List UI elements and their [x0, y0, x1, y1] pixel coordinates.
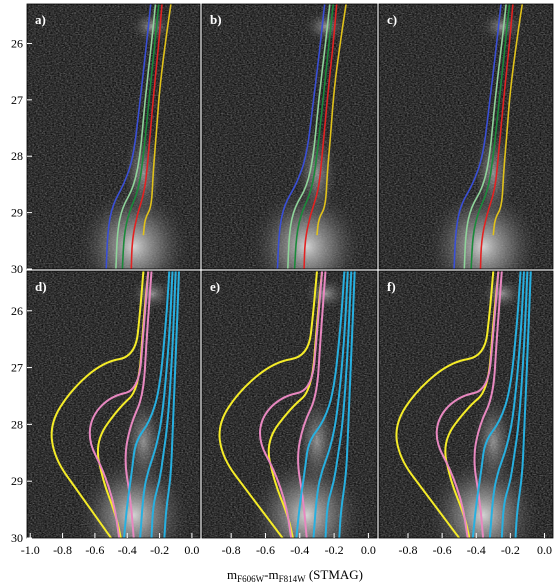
- x-tick-label: -0.4: [118, 543, 137, 557]
- x-tick-label: -0.8: [222, 543, 241, 557]
- isochrone-yellow-0: [395, 271, 495, 538]
- panel-frame: [26, 3, 201, 270]
- panels-group: a) b) c) d) e) f): [26, 3, 554, 539]
- x-title-unit: (STMAG): [306, 567, 363, 582]
- panel-frame: [201, 3, 378, 270]
- y-tick-label: 28: [11, 149, 23, 163]
- x-title-main: m: [227, 567, 237, 582]
- isochrone-gold-4: [492, 4, 524, 236]
- x-tick-label: -0.8: [399, 543, 418, 557]
- y-tick-label: 28: [11, 417, 23, 431]
- isochrone-blue-0: [453, 4, 502, 269]
- isochrone-red-3: [130, 4, 163, 269]
- y-tick-label: 30: [11, 531, 23, 545]
- isochrone-light_green-1: [115, 4, 157, 269]
- panel-frame: [26, 270, 201, 539]
- x-tick-label: -0.8: [53, 543, 72, 557]
- isochrone-cyan-4: [295, 271, 346, 538]
- x-tick-label: -0.2: [501, 543, 520, 557]
- isochrone-blue-0: [276, 4, 326, 269]
- isochrone-yellow-0: [50, 271, 145, 538]
- red-clump-density: [130, 10, 173, 43]
- x-tick-label: 0.0: [537, 543, 552, 557]
- panel-label: f): [387, 279, 396, 294]
- x-tick-label: -0.4: [290, 543, 309, 557]
- x-tick-label: 0.0: [361, 543, 376, 557]
- turnoff-density: [295, 125, 338, 221]
- isochrone-red-3: [479, 4, 514, 269]
- isochrone-light_green-1: [463, 4, 507, 269]
- isochrone-pink-2: [88, 271, 150, 538]
- y-tick-label: 26: [11, 304, 23, 318]
- isochrone-dark_green-2: [470, 4, 511, 269]
- isochrone-dark_green-2: [293, 4, 335, 269]
- isochrone-blue-0: [105, 4, 152, 269]
- isochrone-cyan-6: [500, 271, 529, 538]
- y-tick-label: 27: [11, 361, 23, 375]
- y-tick-label: 29: [11, 474, 23, 488]
- y-tick-label: 26: [11, 36, 23, 50]
- x-tick-label: -0.6: [85, 543, 104, 557]
- x-title-sub1: F606W: [237, 574, 265, 584]
- isochrone-dark_green-2: [121, 4, 160, 269]
- isochrone-cyan-5: [312, 271, 349, 538]
- panel-a: a): [26, 3, 201, 270]
- panel-d: d): [26, 270, 201, 539]
- isochrone-red-3: [303, 4, 338, 269]
- x-tick-label: 0.0: [184, 543, 199, 557]
- isochrone-pink-2: [435, 271, 500, 538]
- isochrone-pink-3: [473, 271, 503, 538]
- y-tick-label: 29: [11, 206, 23, 220]
- isochrone-pink-3: [297, 271, 327, 538]
- panel-c: c): [378, 3, 554, 270]
- panel-frame: [378, 3, 554, 270]
- isochrone-cyan-5: [139, 271, 174, 538]
- x-tick-label: -0.2: [150, 543, 169, 557]
- panel-b: b): [201, 3, 378, 270]
- isochrone-yellow-0: [218, 271, 318, 538]
- panel-frame: [378, 270, 554, 539]
- isochrone-gold-4: [316, 4, 347, 236]
- panel-f: f): [378, 270, 554, 539]
- isochrone-pink-2: [259, 271, 324, 538]
- x-tick-label: -0.4: [467, 543, 486, 557]
- isochrone-cyan-4: [471, 271, 522, 538]
- turnoff-density: [472, 125, 515, 221]
- y-tick-label: 27: [11, 93, 23, 107]
- x-title-sub2: F814W: [279, 574, 307, 584]
- isochrone-gold-4: [142, 4, 172, 236]
- x-tick-label: -0.2: [325, 543, 344, 557]
- x-tick-label: -0.6: [256, 543, 275, 557]
- turnoff-density: [122, 125, 165, 221]
- y-tick-label: 30: [11, 262, 23, 276]
- panel-e: e): [201, 270, 378, 539]
- panel-label: c): [387, 12, 397, 27]
- x-title-mid: -m: [264, 567, 278, 582]
- isochrone-pink-3: [124, 271, 153, 538]
- isochrone-light_green-1: [287, 4, 331, 269]
- panel-label: b): [210, 12, 222, 27]
- panel-label: d): [35, 279, 47, 294]
- panel-frame: [201, 270, 378, 539]
- isochrone-cyan-7: [163, 271, 180, 538]
- isochrone-cyan-4: [123, 271, 171, 538]
- x-tick-label: -1.0: [21, 543, 40, 557]
- x-axis-title: mF606W-mF814W (STMAG): [227, 567, 363, 584]
- isochrone-cyan-6: [324, 271, 353, 538]
- isochrone-cyan-5: [488, 271, 525, 538]
- isochrone-cyan-6: [150, 271, 177, 538]
- panel-label: a): [35, 12, 46, 27]
- panel-label: e): [210, 279, 220, 294]
- isochrone-cyan-7: [514, 271, 532, 538]
- x-tick-label: -0.6: [433, 543, 452, 557]
- isochrone-cyan-7: [338, 271, 356, 538]
